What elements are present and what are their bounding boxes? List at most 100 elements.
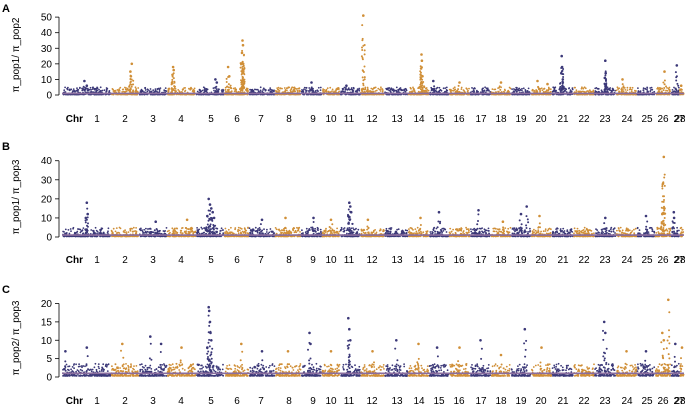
data-point xyxy=(458,90,461,93)
data-point xyxy=(184,87,187,89)
data-point xyxy=(361,46,363,49)
data-point xyxy=(230,90,233,93)
data-point xyxy=(329,91,332,93)
data-point xyxy=(150,90,153,93)
data-point xyxy=(668,88,671,91)
y-tick-label: 10 xyxy=(41,75,53,86)
data-point xyxy=(314,227,317,230)
data-point xyxy=(93,87,96,90)
data-point xyxy=(419,76,422,79)
data-point xyxy=(373,87,376,89)
data-point xyxy=(201,228,204,230)
data-point xyxy=(574,86,576,89)
data-point xyxy=(95,87,98,90)
data-point xyxy=(561,88,564,91)
data-point xyxy=(123,231,126,234)
chr-tick-label: 15 xyxy=(433,114,445,125)
data-point xyxy=(164,230,167,232)
peak-point xyxy=(215,81,219,84)
data-point xyxy=(141,90,144,93)
data-point xyxy=(156,230,159,233)
data-point xyxy=(663,87,666,89)
data-point xyxy=(570,90,573,93)
y-tick-label: 30 xyxy=(41,44,53,55)
data-point xyxy=(304,231,307,234)
data-point xyxy=(95,229,98,232)
peak-point xyxy=(420,53,423,56)
data-point xyxy=(603,83,606,86)
data-point xyxy=(170,87,173,90)
data-point xyxy=(249,88,252,91)
data-point xyxy=(406,229,409,232)
data-point xyxy=(259,89,262,92)
data-point xyxy=(460,88,463,90)
data-point xyxy=(673,86,675,89)
y-tick-label: 0 xyxy=(46,233,52,244)
data-point xyxy=(453,86,456,89)
data-point xyxy=(70,88,72,91)
data-point xyxy=(425,87,427,90)
data-point xyxy=(258,229,261,232)
data-point xyxy=(322,88,324,90)
data-point xyxy=(286,89,288,92)
data-point xyxy=(677,86,680,89)
data-point xyxy=(427,89,430,92)
data-point xyxy=(81,89,84,92)
data-point xyxy=(533,89,536,92)
data-point xyxy=(435,87,438,90)
data-point xyxy=(542,88,545,90)
data-point xyxy=(149,231,152,234)
data-point xyxy=(129,229,132,232)
data-point xyxy=(355,90,357,92)
data-point xyxy=(225,81,228,83)
data-point xyxy=(432,88,434,90)
data-point xyxy=(66,88,69,91)
data-point xyxy=(237,226,240,229)
data-point xyxy=(385,229,388,232)
data-point xyxy=(291,86,294,89)
data-point xyxy=(541,89,544,92)
data-point xyxy=(319,86,322,89)
data-point xyxy=(362,44,365,47)
data-point xyxy=(298,87,301,90)
data-point xyxy=(84,88,87,91)
peak-point xyxy=(214,78,217,81)
data-point xyxy=(452,89,455,92)
panel-b-y-axis-title: π_pop1/ π_pop3 xyxy=(11,159,22,234)
data-point xyxy=(240,81,243,84)
data-point xyxy=(184,90,186,93)
data-point xyxy=(675,76,678,79)
peak-point xyxy=(546,82,549,86)
data-point xyxy=(661,87,664,90)
data-point xyxy=(547,88,550,91)
data-point xyxy=(152,231,155,234)
data-point xyxy=(195,232,198,234)
data-point xyxy=(252,91,255,93)
data-point xyxy=(438,86,441,89)
data-point xyxy=(257,90,260,93)
data-point xyxy=(243,53,245,56)
data-point xyxy=(663,79,666,82)
data-point xyxy=(174,229,176,232)
data-point xyxy=(256,231,259,234)
data-point xyxy=(154,88,157,90)
data-point xyxy=(471,90,474,93)
data-point xyxy=(363,65,366,68)
data-point xyxy=(144,87,147,90)
data-point xyxy=(144,89,147,91)
peak-point xyxy=(432,79,435,83)
data-point xyxy=(240,228,243,230)
data-point xyxy=(650,86,653,89)
data-point xyxy=(255,230,258,232)
data-point xyxy=(168,87,171,90)
data-point xyxy=(226,85,229,88)
data-point xyxy=(473,87,476,89)
peak-point xyxy=(241,70,244,73)
chr-tick-label: 7 xyxy=(258,114,264,125)
data-point xyxy=(508,86,511,89)
peak-point xyxy=(560,54,563,58)
data-point xyxy=(389,90,392,92)
data-point xyxy=(179,231,182,234)
data-point xyxy=(305,86,308,89)
data-point xyxy=(651,88,654,91)
